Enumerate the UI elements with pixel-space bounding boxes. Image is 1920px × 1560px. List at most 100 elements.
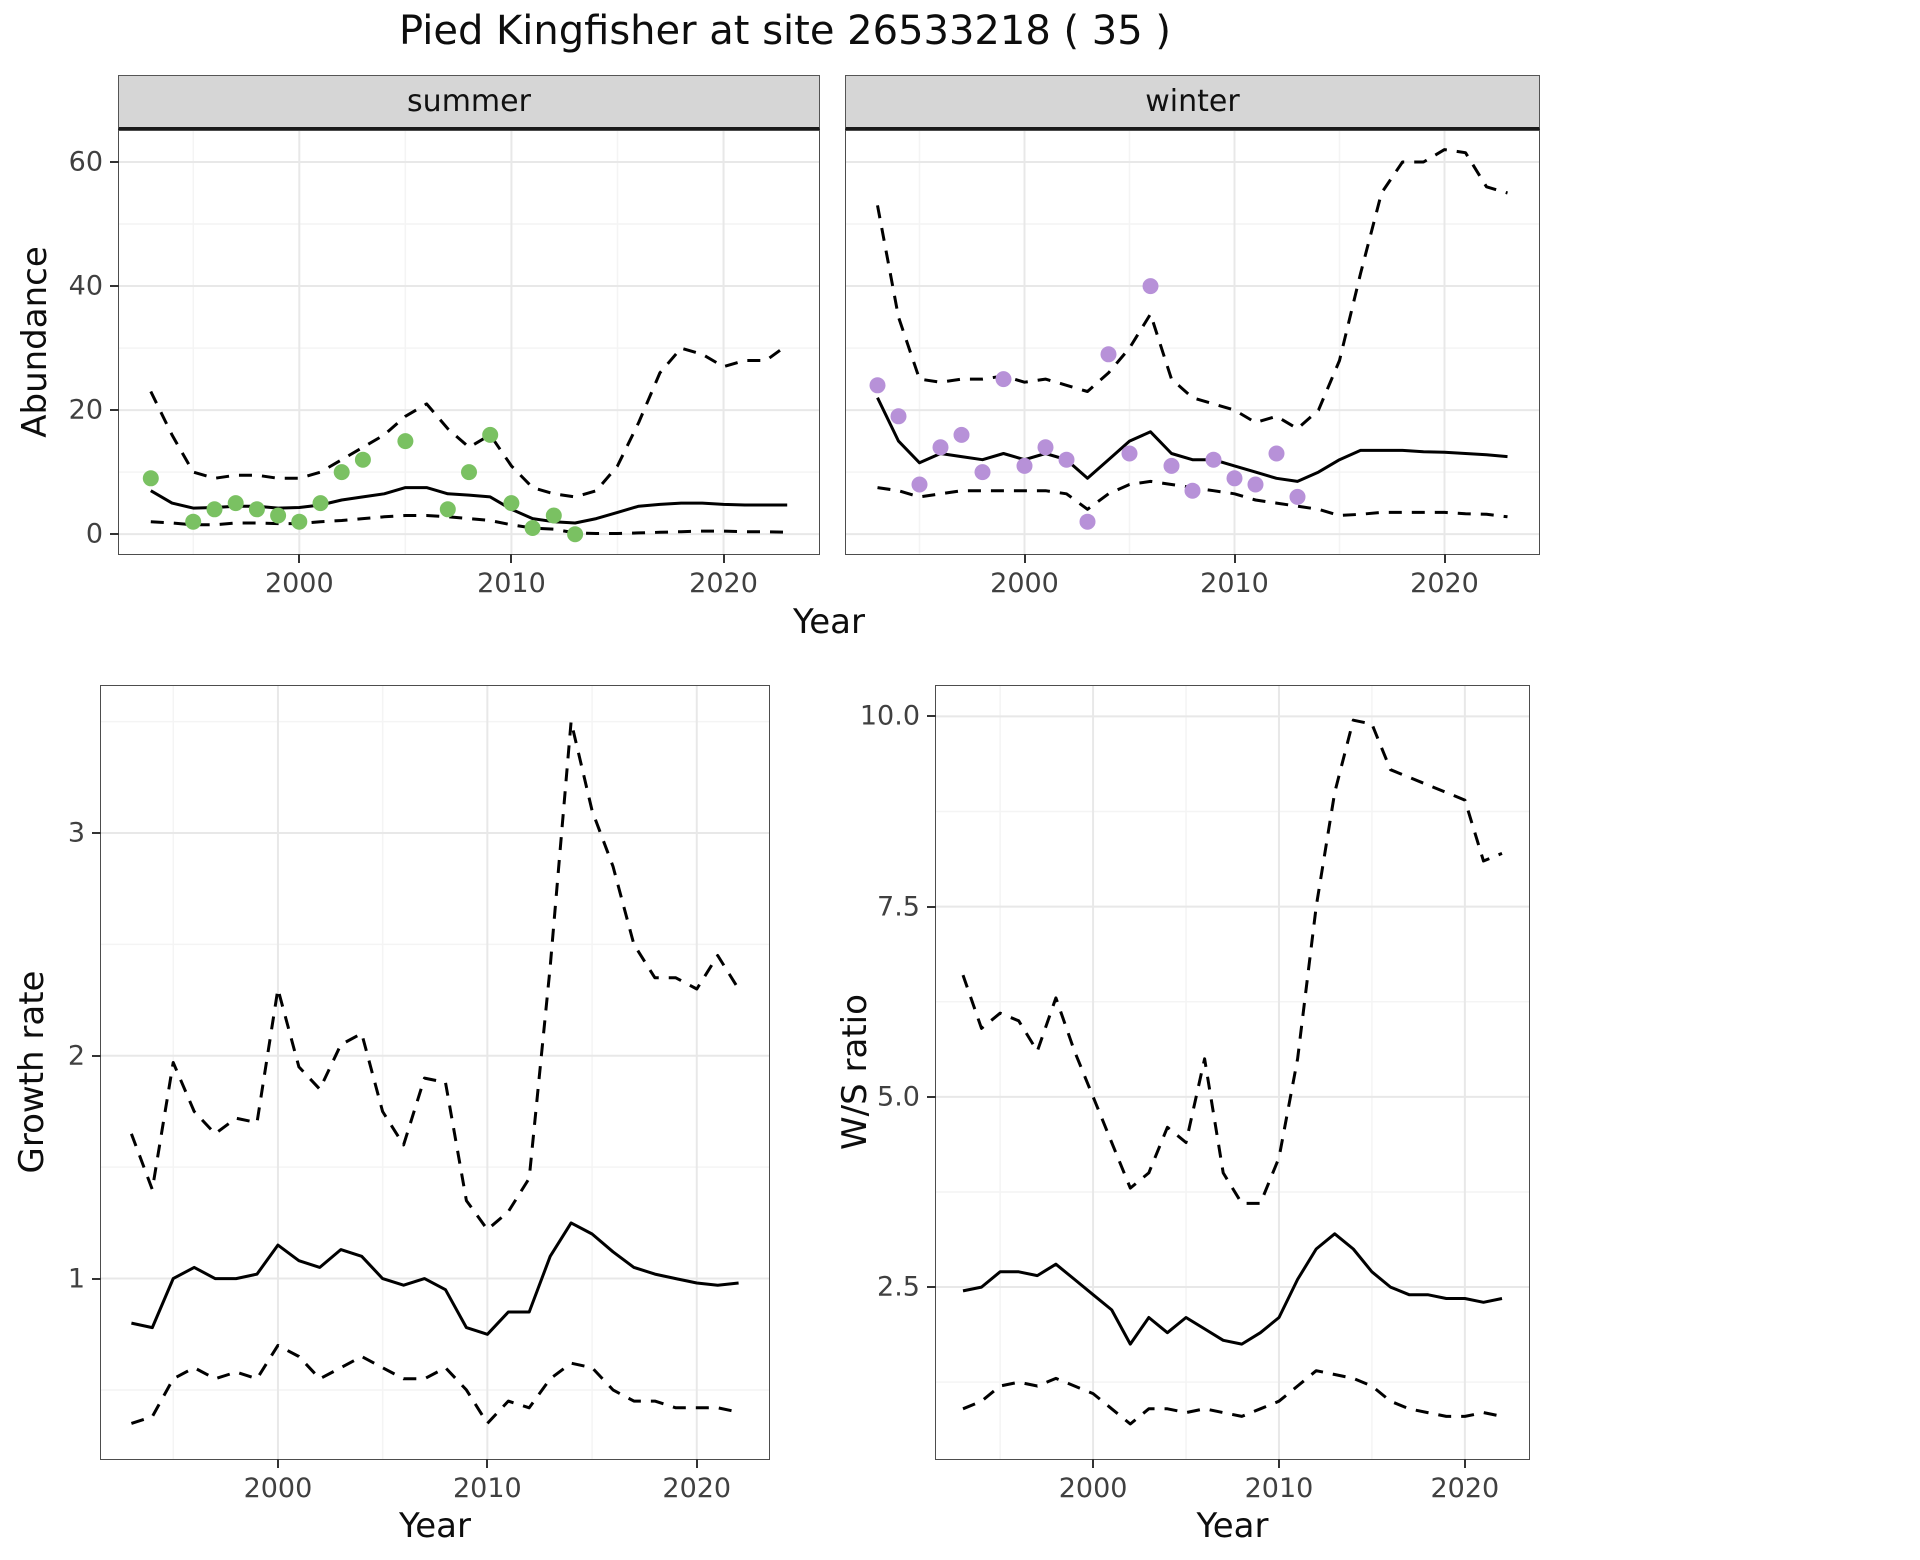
x-tick-label: 2020 [689, 568, 758, 599]
y-tick-label: 60 [68, 146, 103, 178]
abundance-summer-point [567, 526, 584, 543]
chart-canvas-ws-ratio [936, 686, 1529, 1459]
abundance-winter-point [932, 439, 949, 456]
abundance-winter-point [953, 426, 970, 443]
growth-rate-plot-area: 2000 2010 2020 1 2 3 [68, 685, 770, 1504]
ws-ratio-axis-title: W/S ratio [835, 994, 875, 1150]
facet-strip-winter: winter [845, 75, 1540, 130]
facet-strip-summer: summer [118, 75, 820, 130]
x-tick-label: 2010 [477, 568, 546, 599]
x-tick-mark [1092, 1459, 1095, 1468]
abundance-winter-upper-ci-line [876, 148, 1508, 431]
x-tick-mark [1233, 554, 1236, 563]
abundance-winter-point [1037, 439, 1054, 456]
year-axis-title-top: Year [793, 602, 865, 642]
y-tick-mark [927, 715, 936, 718]
growth-rate-mean-line [131, 1221, 739, 1336]
abundance-summer-point [461, 464, 477, 481]
abundance-summer-point [503, 495, 520, 512]
y-tick-label: 0 [85, 518, 103, 550]
abundance-winter-point [869, 377, 886, 394]
x-tick-label: 2020 [1410, 568, 1479, 599]
abundance-winter-point [1142, 278, 1159, 295]
y-tick-mark [110, 285, 119, 288]
y-tick-mark [927, 905, 936, 908]
chart-canvas-abundance-winter [846, 131, 1539, 554]
x-tick-label: 2000 [1058, 1473, 1128, 1504]
abundance-summer-point [206, 501, 223, 518]
abundance-winter-point [1205, 451, 1222, 468]
abundance-winter-point [1163, 457, 1180, 474]
facet-strip-winter-label: winter [1145, 84, 1240, 119]
x-tick-mark [1463, 1459, 1466, 1468]
y-tick-mark [110, 533, 119, 536]
figure-title: Pied Kingfisher at site 26533218 ( 35 ) [398, 8, 1172, 54]
y-tick-label: 2 [67, 1040, 85, 1072]
abundance-summer-point [439, 501, 456, 518]
x-tick-mark [276, 1459, 279, 1468]
growth-rate-upper-ci-line [129, 720, 740, 1232]
x-tick-mark [510, 554, 513, 563]
growth-rate-lower-ci-line [130, 1343, 739, 1425]
abundance-winter-point [1058, 451, 1075, 468]
abundance-summer-fitted-mean-line [150, 486, 788, 525]
abundance-winter-plot-area: 2000 2010 2020 [845, 130, 1540, 599]
abundance-summer-point [354, 451, 371, 468]
abundance-axis-title: Abundance [15, 246, 55, 438]
y-tick-mark [110, 409, 119, 412]
abundance-winter-point [1079, 513, 1096, 530]
x-tick-mark [298, 554, 301, 563]
abundance-winter-point [1016, 457, 1033, 474]
abundance-summer-point [397, 433, 414, 450]
y-tick-label: 1 [67, 1263, 85, 1295]
year-axis-title-ws: Year [1196, 1506, 1269, 1546]
year-axis-title-growth: Year [399, 1506, 471, 1546]
abundance-winter-point [911, 476, 928, 493]
y-tick-label: 2.5 [877, 1271, 920, 1303]
x-tick-mark [1277, 1459, 1280, 1468]
x-tick-mark [695, 1459, 698, 1468]
abundance-summer-plot-area: 2000 2010 2020 0 20 40 60 [69, 130, 820, 599]
x-tick-mark [486, 1459, 489, 1468]
abundance-winter-point [1247, 476, 1264, 493]
chart-canvas-growth-rate [101, 686, 769, 1459]
x-tick-label: 2000 [264, 568, 334, 599]
x-tick-label: 2010 [1244, 1473, 1314, 1504]
facet-strip-summer-label: summer [407, 84, 531, 119]
x-tick-mark [1023, 554, 1026, 563]
y-tick-label: 5.0 [877, 1081, 920, 1113]
abundance-winter-point [974, 464, 991, 481]
abundance-summer-point [545, 507, 562, 524]
abundance-summer-point [524, 520, 541, 536]
y-tick-label: 20 [68, 394, 103, 426]
abundance-winter-fitted-mean-line [876, 397, 1508, 483]
abundance-winter-point [1100, 346, 1117, 363]
y-tick-mark [92, 1054, 101, 1057]
abundance-summer-lower-ci-line [150, 514, 788, 535]
x-tick-label: 2000 [990, 568, 1059, 599]
ws-ratio-upper-ci-line [961, 718, 1503, 1205]
facet-panel-winter: winter 2000 2010 2020 [845, 75, 1540, 599]
abundance-winter-point [1226, 470, 1243, 487]
chart-canvas-abundance-summer [119, 131, 819, 554]
y-tick-mark [927, 1286, 936, 1289]
abundance-summer-point [270, 507, 287, 524]
x-tick-label: 2020 [1430, 1473, 1500, 1504]
abundance-winter-point [1121, 445, 1138, 462]
x-tick-mark [1443, 554, 1446, 563]
ws-ratio-lower-ci-line [962, 1369, 1503, 1426]
y-tick-mark [92, 1277, 101, 1280]
y-tick-label: 10.0 [859, 700, 920, 732]
abundance-winter-point [1184, 482, 1201, 499]
x-tick-label: 2000 [243, 1473, 313, 1504]
abundance-summer-point [291, 513, 308, 530]
abundance-summer-point [333, 464, 350, 481]
y-tick-mark [927, 1095, 936, 1098]
abundance-winter-point [1289, 488, 1306, 505]
ws-ratio-panel: 2000 2010 2020 2.5 5.0 7.5 10.0 [860, 685, 1530, 1504]
abundance-summer-point [227, 495, 244, 512]
growth-rate-panel: 2000 2010 2020 1 2 3 [68, 685, 770, 1504]
abundance-summer-point [312, 495, 329, 512]
y-tick-label: 7.5 [877, 891, 920, 923]
